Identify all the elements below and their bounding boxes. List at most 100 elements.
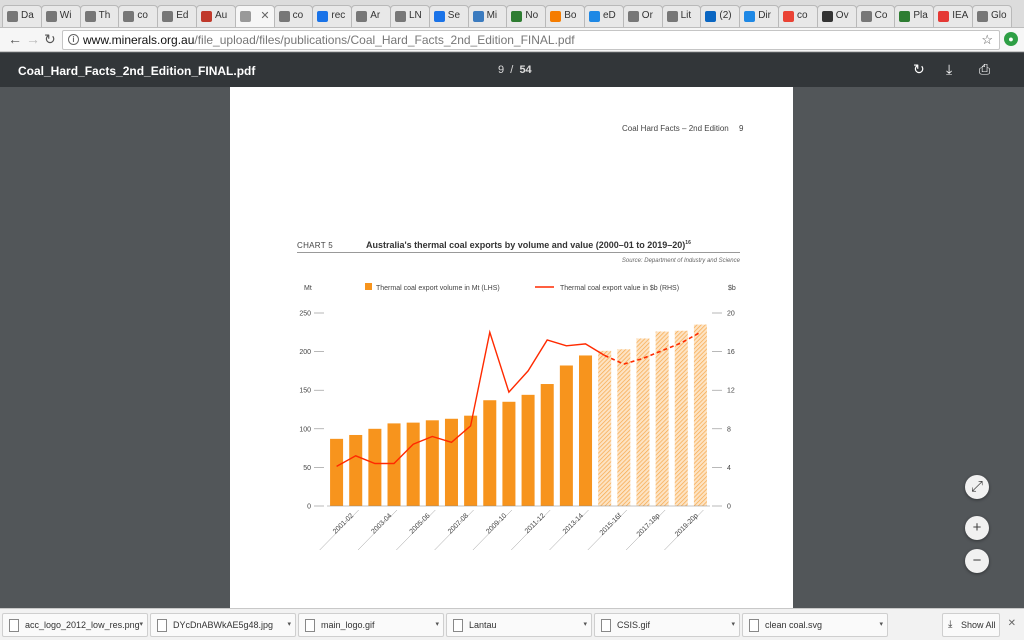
tab-favicon-icon: [589, 11, 600, 22]
chart: Mt $b Thermal coal export volume in Mt (LH…: [299, 283, 736, 551]
chevron-down-icon[interactable]: ▾: [583, 621, 587, 628]
x-tick-leader: [549, 509, 589, 551]
browser-tab[interactable]: ✕: [234, 5, 275, 27]
chart-bar: [540, 384, 554, 506]
download-item[interactable]: acc_logo_2012_low_res.png ▾: [2, 613, 148, 637]
print-icon[interactable]: ⎙: [979, 61, 991, 77]
tab-label: Wi: [59, 10, 72, 21]
download-item[interactable]: DYcDnABWkAE5g48.jpg ▾: [150, 613, 296, 637]
title-rule: [297, 252, 740, 253]
browser-tab[interactable]: LN: [390, 5, 430, 27]
show-all-button[interactable]: ⤓ Show All: [942, 613, 1000, 637]
x-tick-leader: [396, 509, 436, 551]
page-counter: 9 / 54: [498, 64, 532, 76]
browser-tab[interactable]: eD: [584, 5, 624, 27]
browser-tab[interactable]: Co: [855, 5, 896, 27]
total-pages: 54: [519, 64, 532, 76]
tab-label: co: [137, 10, 148, 21]
file-icon: [305, 619, 315, 632]
chart-title-text: Australia's thermal coal exports by volu…: [366, 240, 686, 250]
browser-tab[interactable]: rec: [312, 5, 353, 27]
browser-tab[interactable]: IEA: [933, 5, 973, 27]
tab-favicon-icon: [705, 11, 717, 22]
download-filename: Lantau: [469, 620, 497, 630]
tab-label: rec: [331, 10, 346, 21]
browser-tab[interactable]: Dir: [739, 5, 779, 27]
tab-label: co: [292, 10, 304, 21]
browser-tab[interactable]: co: [273, 5, 314, 27]
chevron-down-icon[interactable]: ▾: [435, 621, 439, 628]
browser-tab[interactable]: Bo: [545, 5, 585, 27]
tab-label: co: [797, 10, 808, 21]
download-icon[interactable]: ⤓: [946, 61, 953, 77]
browser-tab[interactable]: Th: [79, 5, 120, 27]
fit-to-page-icon[interactable]: ⤢: [965, 475, 989, 499]
chart-bar: [598, 350, 612, 506]
rotate-icon[interactable]: ↻: [913, 61, 925, 77]
browser-tab[interactable]: No: [506, 5, 547, 27]
url-field[interactable]: i www.minerals.org.au/file_upload/files/…: [62, 30, 1000, 50]
download-item[interactable]: clean coal.svg ▾: [742, 613, 888, 637]
x-tick-label: 2015-16f: [599, 512, 624, 537]
tab-label: Th: [98, 10, 111, 21]
tab-favicon-icon: [860, 11, 872, 22]
browser-tab[interactable]: Ed: [157, 5, 197, 27]
download-item[interactable]: main_logo.gif ▾: [298, 613, 444, 637]
site-info-icon[interactable]: i: [68, 34, 79, 45]
download-icon: ⤓: [948, 619, 953, 630]
chevron-down-icon[interactable]: ▾: [879, 621, 883, 628]
x-tick-label: 2009-10: [485, 512, 508, 535]
browser-tab[interactable]: Or: [622, 5, 663, 27]
browser-tab[interactable]: Da: [2, 5, 42, 27]
close-icon[interactable]: ✕: [260, 10, 270, 22]
running-head: Coal Hard Facts – 2nd Edition: [622, 124, 729, 133]
chart-bar: [349, 434, 363, 506]
browser-tab[interactable]: Mi: [467, 5, 508, 27]
reload-icon[interactable]: ↻: [44, 31, 56, 47]
browser-tab[interactable]: Au: [196, 5, 236, 27]
browser-tab[interactable]: Ov: [816, 5, 857, 27]
back-arrow-icon[interactable]: ←: [8, 31, 22, 47]
browser-tab[interactable]: co: [778, 5, 818, 27]
download-item[interactable]: CSIS.gif ▾: [594, 613, 740, 637]
tab-label: Dir: [758, 10, 771, 21]
pdf-viewer[interactable]: Coal Hard Facts – 2nd Edition 9 CHART 5 …: [0, 87, 1024, 608]
browser-tab[interactable]: (2): [700, 5, 741, 27]
chevron-down-icon[interactable]: ▾: [731, 621, 735, 628]
page-separator: /: [510, 64, 514, 76]
download-filename: DYcDnABWkAE5g48.jpg: [173, 620, 274, 630]
browser-tab[interactable]: Wi: [40, 5, 81, 27]
extension-icon[interactable]: ●: [1004, 32, 1018, 46]
tab-favicon-icon: [550, 11, 562, 22]
y-tick-left: 0: [307, 504, 311, 511]
value-line-forecast: [604, 331, 701, 365]
file-icon: [157, 619, 167, 632]
star-icon[interactable]: ☆: [981, 32, 993, 47]
close-icon[interactable]: ✕: [1007, 618, 1016, 629]
chevron-down-icon[interactable]: ▾: [287, 621, 291, 628]
browser-tab[interactable]: Glo: [972, 5, 1012, 27]
tab-label: Mi: [486, 10, 498, 21]
tab-label: Co: [874, 10, 888, 21]
tab-favicon-icon: [201, 11, 212, 22]
y-axis-left-label: Mt: [304, 285, 312, 292]
tab-label: Ar: [370, 10, 381, 21]
download-item[interactable]: Lantau ▾: [446, 613, 592, 637]
chart-bar: [444, 418, 458, 506]
tab-favicon-icon: [821, 11, 833, 22]
tab-strip: Da Wi Th co Ed Au ✕ co rec Ar LN Se Mi No Bo eD Or Lit (2)…: [0, 0, 1024, 28]
browser-tab[interactable]: Ar: [351, 5, 391, 27]
current-page[interactable]: 9: [498, 64, 505, 76]
browser-tab[interactable]: Pla: [894, 5, 935, 27]
browser-tab[interactable]: co: [118, 5, 159, 27]
download-filename: clean coal.svg: [765, 620, 823, 630]
zoom-out-icon[interactable]: −: [965, 549, 989, 573]
browser-tab[interactable]: Lit: [661, 5, 702, 27]
forward-arrow-icon[interactable]: →: [26, 31, 40, 47]
chevron-down-icon[interactable]: ▾: [139, 621, 143, 628]
address-bar: ← → ↻ i www.minerals.org.au/file_upload/…: [0, 28, 1024, 52]
zoom-in-icon[interactable]: +: [965, 516, 989, 540]
tab-label: Lit: [680, 10, 692, 21]
browser-tab[interactable]: Se: [428, 5, 469, 27]
tab-favicon-icon: [783, 11, 794, 22]
